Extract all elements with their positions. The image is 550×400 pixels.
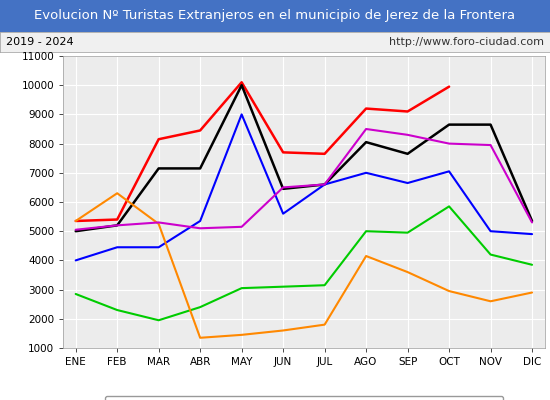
2023 [280, 186, 287, 191]
2019 [404, 132, 411, 137]
2023 [529, 218, 535, 223]
2023 [363, 140, 370, 144]
2019 [114, 223, 120, 228]
2019 [446, 141, 453, 146]
2024 [155, 137, 162, 142]
2021 [529, 262, 535, 267]
2020 [321, 322, 328, 327]
Line: 2023: 2023 [76, 85, 532, 231]
2019 [529, 220, 535, 225]
2020 [73, 218, 79, 223]
2021 [197, 305, 204, 310]
2022 [529, 232, 535, 236]
2023 [114, 223, 120, 228]
2019 [197, 226, 204, 231]
2019 [238, 224, 245, 229]
2024 [363, 106, 370, 111]
2021 [404, 230, 411, 235]
2024 [321, 152, 328, 156]
Text: Evolucion Nº Turistas Extranjeros en el municipio de Jerez de la Frontera: Evolucion Nº Turistas Extranjeros en el … [35, 10, 515, 22]
2021 [73, 292, 79, 296]
2019 [280, 185, 287, 190]
2022 [114, 245, 120, 250]
2024 [280, 150, 287, 155]
2023 [155, 166, 162, 171]
2019 [363, 126, 370, 131]
Line: 2024: 2024 [76, 82, 449, 221]
2021 [363, 229, 370, 234]
2021 [321, 283, 328, 288]
2022 [321, 182, 328, 187]
2024 [238, 80, 245, 85]
Text: 2019 - 2024: 2019 - 2024 [6, 37, 73, 47]
Line: 2022: 2022 [76, 114, 532, 260]
2022 [404, 181, 411, 186]
2020 [363, 254, 370, 258]
2024 [197, 128, 204, 133]
2024 [404, 109, 411, 114]
2019 [155, 220, 162, 225]
2023 [197, 166, 204, 171]
2023 [321, 182, 328, 187]
2021 [114, 308, 120, 312]
Legend: 2024, 2023, 2022, 2021, 2020, 2019: 2024, 2023, 2022, 2021, 2020, 2019 [104, 396, 503, 400]
2020 [238, 332, 245, 337]
2022 [155, 245, 162, 250]
2021 [238, 286, 245, 290]
2020 [155, 222, 162, 226]
Line: 2021: 2021 [76, 206, 532, 320]
2023 [238, 83, 245, 88]
2024 [114, 217, 120, 222]
2022 [487, 229, 494, 234]
Line: 2020: 2020 [76, 193, 532, 338]
2021 [487, 252, 494, 257]
Text: http://www.foro-ciudad.com: http://www.foro-ciudad.com [389, 37, 544, 47]
2023 [73, 229, 79, 234]
2020 [404, 270, 411, 274]
2022 [363, 170, 370, 175]
2020 [487, 299, 494, 304]
Line: 2019: 2019 [76, 129, 532, 230]
2024 [73, 218, 79, 223]
2023 [487, 122, 494, 127]
2024 [446, 84, 453, 89]
2022 [280, 211, 287, 216]
2019 [321, 182, 328, 187]
2022 [238, 112, 245, 117]
2023 [446, 122, 453, 127]
2020 [529, 290, 535, 295]
2020 [197, 335, 204, 340]
2022 [73, 258, 79, 263]
2022 [446, 169, 453, 174]
2020 [114, 191, 120, 196]
2023 [404, 152, 411, 156]
2021 [280, 284, 287, 289]
2021 [155, 318, 162, 323]
2019 [487, 143, 494, 148]
2019 [73, 227, 79, 232]
2020 [280, 328, 287, 333]
2022 [197, 218, 204, 223]
2020 [446, 289, 453, 294]
2021 [446, 204, 453, 209]
